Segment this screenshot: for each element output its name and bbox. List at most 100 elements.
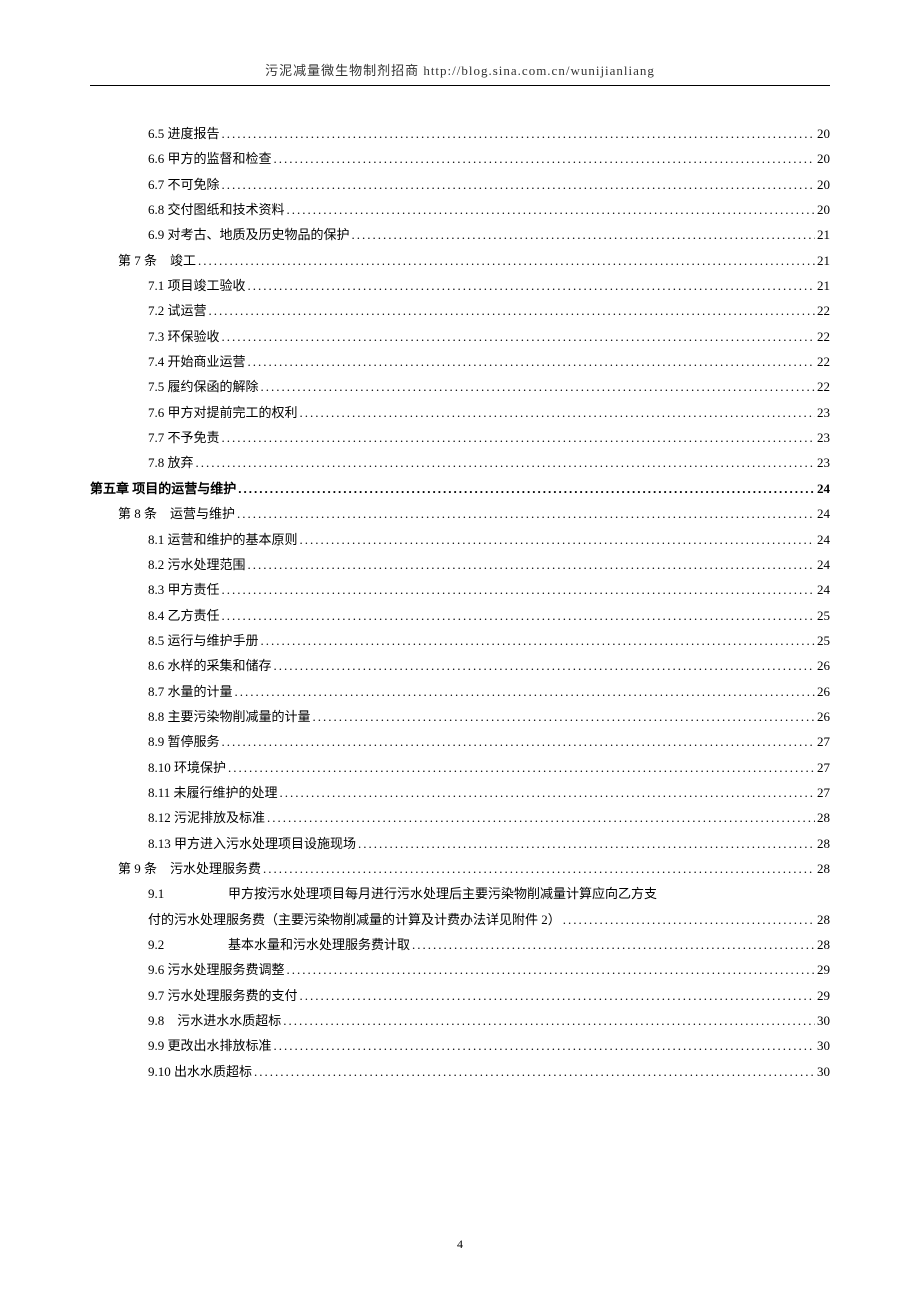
toc-entry: 6.7 不可免除 20 (148, 172, 830, 197)
toc-text: 6.5 进度报告 (148, 121, 220, 146)
toc-page: 29 (817, 983, 830, 1008)
toc-entry: 8.7 水量的计量 26 (148, 679, 830, 704)
toc-leader (274, 653, 815, 678)
toc-leader (300, 400, 815, 425)
toc-leader (412, 932, 815, 957)
toc-leader (283, 1008, 815, 1033)
toc-text: 8.7 水量的计量 (148, 679, 233, 704)
toc-page: 28 (817, 856, 830, 881)
toc-text: 8.3 甲方责任 (148, 577, 220, 602)
toc-list-after: 9.6 污水处理服务费调整 299.7 污水处理服务费的支付299.8 污水进水水… (90, 957, 830, 1084)
toc-page: 21 (817, 222, 830, 247)
toc-leader (287, 197, 815, 222)
toc-text: 甲方按污水处理项目每月进行污水处理后主要污染物削减量计算应向乙方支 (228, 881, 830, 906)
toc-page: 30 (817, 1059, 830, 1084)
toc-page: 25 (817, 603, 830, 628)
toc-page: 21 (817, 248, 830, 273)
toc-page: 24 (817, 501, 830, 526)
toc-leader (222, 729, 815, 754)
toc-entry: 7.3 环保验收22 (148, 324, 830, 349)
toc-text: 第 8 条 运营与维护 (118, 501, 235, 526)
toc-text: 8.2 污水处理范围 (148, 552, 246, 577)
toc-leader (261, 628, 815, 653)
toc-text: 8.5 运行与维护手册 (148, 628, 259, 653)
toc-text: 7.3 环保验收 (148, 324, 220, 349)
toc-entry: 8.10 环境保护27 (148, 755, 830, 780)
toc-entry: 9.8 污水进水水质超标 30 (148, 1008, 830, 1033)
toc-leader (222, 121, 815, 146)
toc-list: 6.5 进度报告206.6 甲方的监督和检查206.7 不可免除206.8 交付… (90, 121, 830, 881)
toc-leader (248, 552, 815, 577)
toc-leader (198, 248, 815, 273)
toc-text: 7.7 不予免责 (148, 425, 220, 450)
toc-leader (287, 957, 815, 982)
toc-entry: 6.8 交付图纸和技术资料20 (148, 197, 830, 222)
toc-entry: 8.9 暂停服务27 (148, 729, 830, 754)
toc-entry: 9.10 出水水质超标 30 (148, 1059, 830, 1084)
toc-entry: 9.7 污水处理服务费的支付29 (148, 983, 830, 1008)
toc-leader (300, 527, 815, 552)
toc-page: 30 (817, 1033, 830, 1058)
page-number: 4 (0, 1237, 920, 1252)
toc-text: 9.6 污水处理服务费调整 (148, 957, 285, 982)
toc-text: 9.10 出水水质超标 (148, 1059, 252, 1084)
toc-page: 22 (817, 349, 830, 374)
toc-page: 24 (817, 527, 830, 552)
toc-page: 21 (817, 273, 830, 298)
toc-page: 20 (817, 172, 830, 197)
toc-leader (222, 425, 815, 450)
toc-page: 28 (817, 932, 830, 957)
toc-leader (222, 603, 815, 628)
toc-page: 24 (817, 577, 830, 602)
toc-entry: 8.3 甲方责任 24 (148, 577, 830, 602)
toc-page: 26 (817, 704, 830, 729)
toc-entry-9-2: 9.2 基本水量和污水处理服务费计取 28 (148, 932, 830, 957)
toc-leader (274, 146, 815, 171)
toc-text: 6.7 不可免除 (148, 172, 220, 197)
toc-leader (237, 501, 815, 526)
toc-entry: 7.5 履约保函的解除22 (148, 374, 830, 399)
page-container: 污泥减量微生物制剂招商 http://blog.sina.com.cn/wuni… (0, 0, 920, 1124)
toc-leader (352, 222, 815, 247)
toc-entry: 8.13 甲方进入污水处理项目设施现场28 (148, 831, 830, 856)
toc-leader (248, 273, 815, 298)
toc-text: 9.8 污水进水水质超标 (148, 1008, 281, 1033)
toc-leader (563, 907, 815, 932)
toc-page: 26 (817, 653, 830, 678)
toc-text: 7.1 项目竣工验收 (148, 273, 246, 298)
toc-entry: 7.6 甲方对提前完工的权利23 (148, 400, 830, 425)
toc-leader (222, 577, 815, 602)
toc-entry: 7.7 不予免责23 (148, 425, 830, 450)
page-header: 污泥减量微生物制剂招商 http://blog.sina.com.cn/wuni… (90, 60, 830, 86)
toc-page: 23 (817, 450, 830, 475)
toc-leader (261, 374, 815, 399)
toc-page: 30 (817, 1008, 830, 1033)
toc-text: 第 7 条 竣工 (118, 248, 196, 273)
toc-text: 8.11 未履行维护的处理 (148, 780, 278, 805)
toc-page: 22 (817, 298, 830, 323)
toc-page: 29 (817, 957, 830, 982)
toc-text: 7.6 甲方对提前完工的权利 (148, 400, 298, 425)
toc-entry: 8.4 乙方责任25 (148, 603, 830, 628)
toc-leader (238, 476, 815, 501)
toc-entry: 8.6 水样的采集和储存26 (148, 653, 830, 678)
toc-page: 20 (817, 146, 830, 171)
toc-entry: 7.1 项目竣工验收 21 (148, 273, 830, 298)
toc-leader (235, 679, 815, 704)
toc-entry: 9.9 更改出水排放标准30 (148, 1033, 830, 1058)
toc-text: 8.9 暂停服务 (148, 729, 220, 754)
toc-entry: 6.9 对考古、地质及历史物品的保护21 (148, 222, 830, 247)
toc-entry: 7.8 放弃23 (148, 450, 830, 475)
toc-text: 第 9 条 污水处理服务费 (118, 856, 261, 881)
toc-number: 9.2 (148, 932, 228, 957)
toc-entry: 6.6 甲方的监督和检查20 (148, 146, 830, 171)
toc-text: 8.13 甲方进入污水处理项目设施现场 (148, 831, 356, 856)
toc-text: 基本水量和污水处理服务费计取 (228, 932, 410, 957)
toc-number: 9.1 (148, 881, 228, 906)
toc-page: 26 (817, 679, 830, 704)
toc-entry: 第 7 条 竣工 21 (118, 248, 830, 273)
toc-text: 7.2 试运营 (148, 298, 207, 323)
toc-text: 7.4 开始商业运营 (148, 349, 246, 374)
toc-leader (228, 755, 815, 780)
toc-entry: 8.11 未履行维护的处理27 (148, 780, 830, 805)
